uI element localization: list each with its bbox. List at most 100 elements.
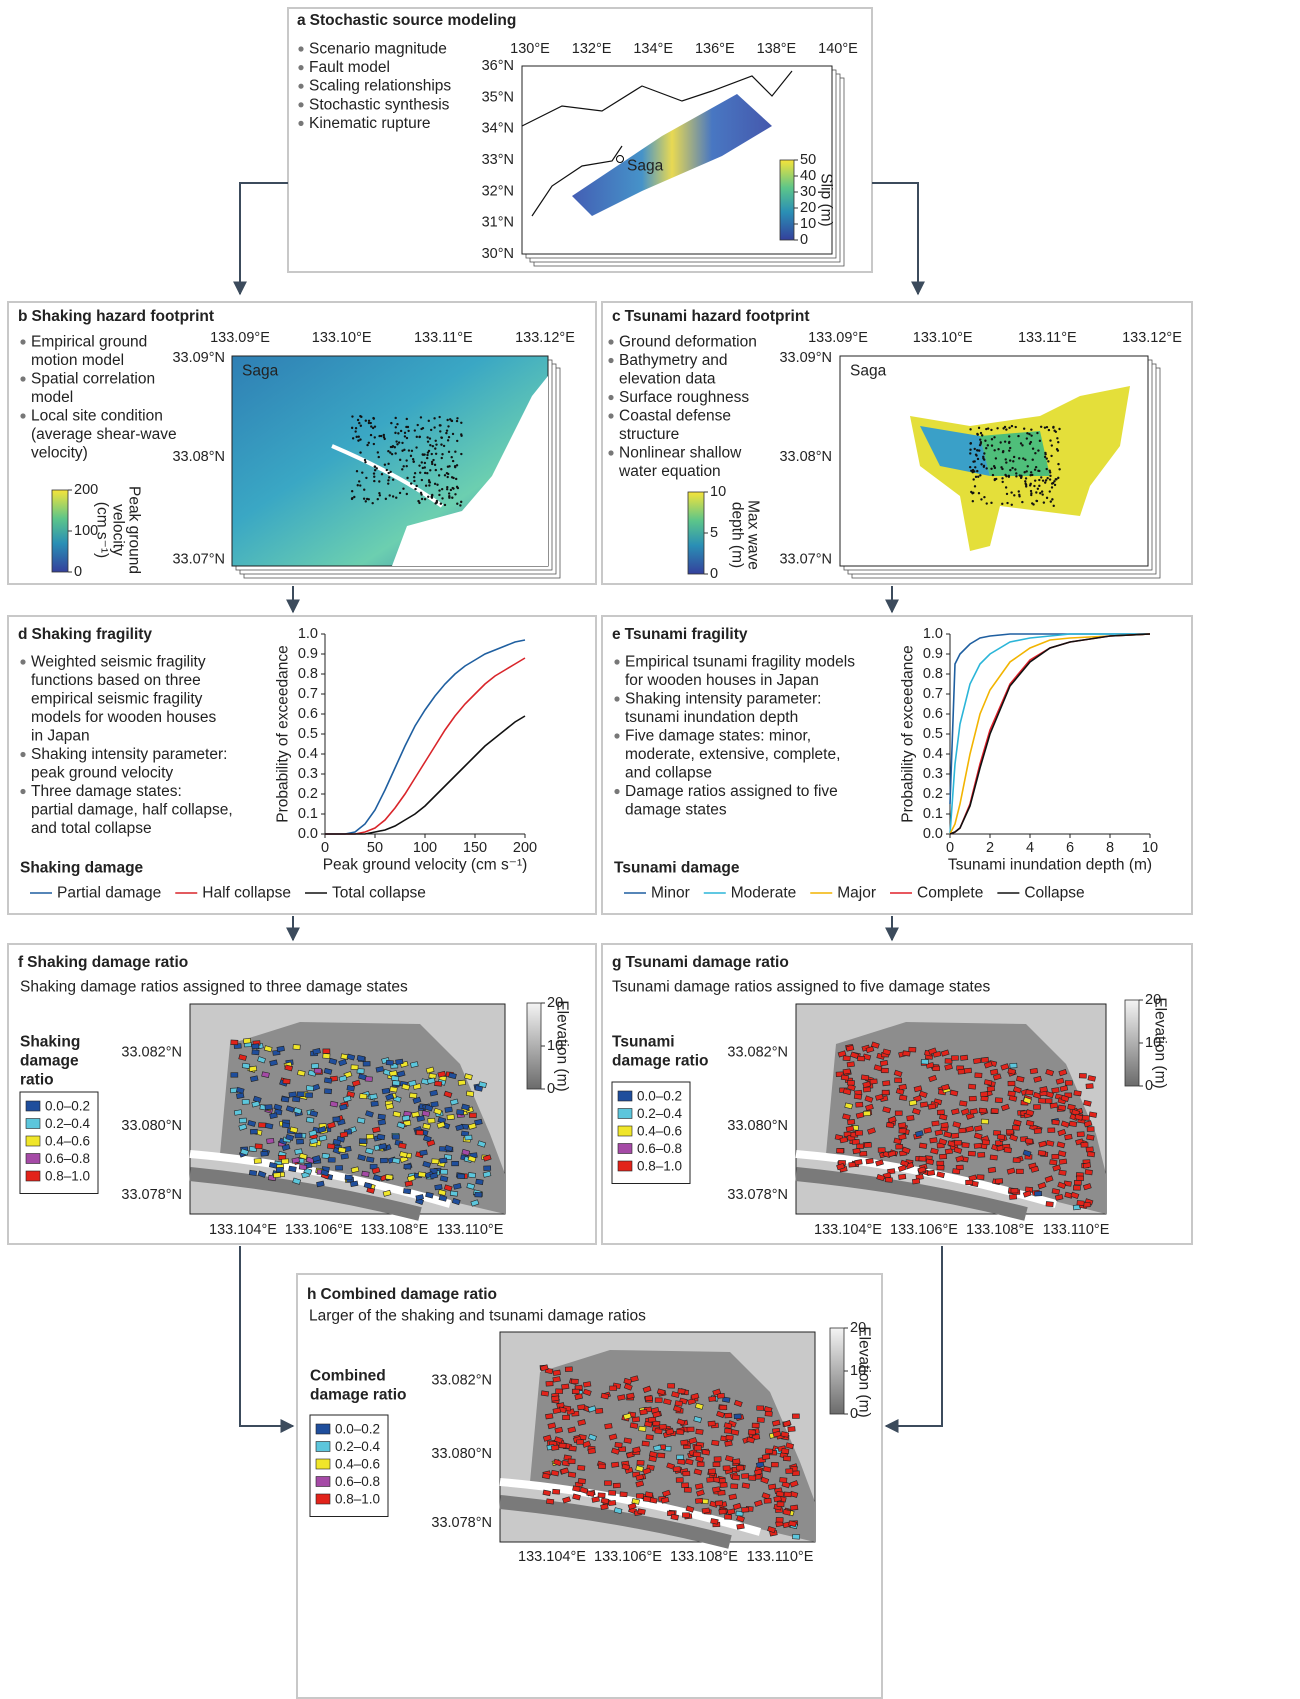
building [748, 1430, 755, 1435]
building [1009, 1194, 1016, 1199]
building-dot [1032, 458, 1034, 460]
building [259, 1123, 266, 1128]
building-dot [1046, 497, 1048, 499]
building [909, 1047, 916, 1052]
building [475, 1192, 482, 1197]
building-dot [399, 459, 401, 461]
building-dot [419, 436, 421, 438]
building [668, 1384, 675, 1389]
building [708, 1421, 715, 1426]
building-dot [456, 440, 458, 442]
building [431, 1102, 439, 1107]
building-dot [438, 489, 440, 491]
building [359, 1139, 366, 1144]
building-dot [351, 490, 353, 492]
building-dot [413, 480, 415, 482]
legend-label: Total collapse [332, 885, 426, 902]
building-dot [355, 436, 357, 438]
building-dot [1046, 426, 1048, 428]
building-dot [1034, 479, 1036, 481]
building [637, 1460, 644, 1465]
building [671, 1514, 679, 1520]
building [693, 1452, 700, 1457]
building [776, 1517, 783, 1522]
building [723, 1466, 730, 1471]
panel-subtitle: Tsunami damage ratios assigned to five d… [612, 979, 990, 996]
building [1077, 1176, 1084, 1181]
building-dot [1008, 427, 1010, 429]
building [765, 1449, 772, 1454]
building-dot [1002, 427, 1004, 429]
building [242, 1099, 249, 1104]
x-tick-label: 0 [946, 840, 954, 856]
building-dot [431, 461, 433, 463]
building-dot [451, 476, 453, 478]
building [434, 1081, 441, 1086]
building-dot [441, 457, 443, 459]
map-x-tick-label: 133.106°E [285, 1222, 353, 1238]
building [577, 1440, 584, 1445]
building [1025, 1138, 1032, 1143]
y-tick-label: 1.0 [923, 626, 943, 642]
building [565, 1367, 572, 1372]
building [640, 1409, 648, 1415]
building-dot [432, 445, 434, 447]
building-dot [422, 453, 424, 455]
building-dot [406, 465, 408, 467]
map-x-tick-label: 133.09°E [210, 330, 270, 346]
building-dot [1023, 428, 1025, 430]
building-dot [428, 481, 430, 483]
panel-title: eTsunami fragility [612, 626, 748, 643]
building [412, 1112, 420, 1118]
building-dot [991, 444, 993, 446]
building [428, 1118, 435, 1123]
building-dot [454, 451, 456, 453]
building [695, 1483, 703, 1489]
building [673, 1467, 680, 1472]
building [546, 1381, 553, 1386]
building [638, 1509, 646, 1515]
building [551, 1470, 559, 1476]
building [595, 1408, 602, 1413]
building [1040, 1087, 1048, 1093]
legend-swatch [316, 1477, 330, 1487]
building-dot [447, 476, 449, 478]
building-dot [364, 461, 366, 463]
building-dot [1024, 480, 1026, 482]
building-dot [378, 492, 380, 494]
map-y-tick-label: 33.080°N [431, 1446, 492, 1462]
building-dot [993, 465, 995, 467]
building-dot [1018, 457, 1020, 459]
building [608, 1500, 616, 1505]
building-dot [402, 488, 404, 490]
y-tick-label: 0.7 [923, 686, 943, 702]
building [324, 1078, 332, 1084]
building [878, 1148, 885, 1153]
building-dot [431, 494, 433, 496]
building-dot [1026, 432, 1028, 434]
building [376, 1066, 384, 1072]
building-dot [450, 489, 452, 491]
colorbar-label: Elevation (m) [856, 1326, 873, 1417]
building-dot [1034, 452, 1036, 454]
building [289, 1166, 297, 1172]
bullet-text: Empirical ground [31, 334, 147, 351]
map-x-tick-label: 130°E [510, 41, 550, 57]
building [390, 1087, 398, 1093]
building [327, 1144, 334, 1149]
building [695, 1498, 702, 1503]
building [542, 1473, 550, 1479]
bullet-text: Stochastic synthesis [309, 96, 450, 113]
map-y-tick-label: 31°N [482, 215, 514, 231]
building [568, 1472, 576, 1477]
building-dot [1038, 485, 1040, 487]
building [786, 1469, 793, 1474]
building [951, 1133, 958, 1138]
building-dot [1024, 483, 1026, 485]
legend-label: 0.6–0.8 [45, 1151, 90, 1166]
building-dot [378, 456, 380, 458]
building [764, 1498, 771, 1503]
building-dot [990, 468, 992, 470]
building [276, 1167, 283, 1172]
building [380, 1158, 387, 1163]
